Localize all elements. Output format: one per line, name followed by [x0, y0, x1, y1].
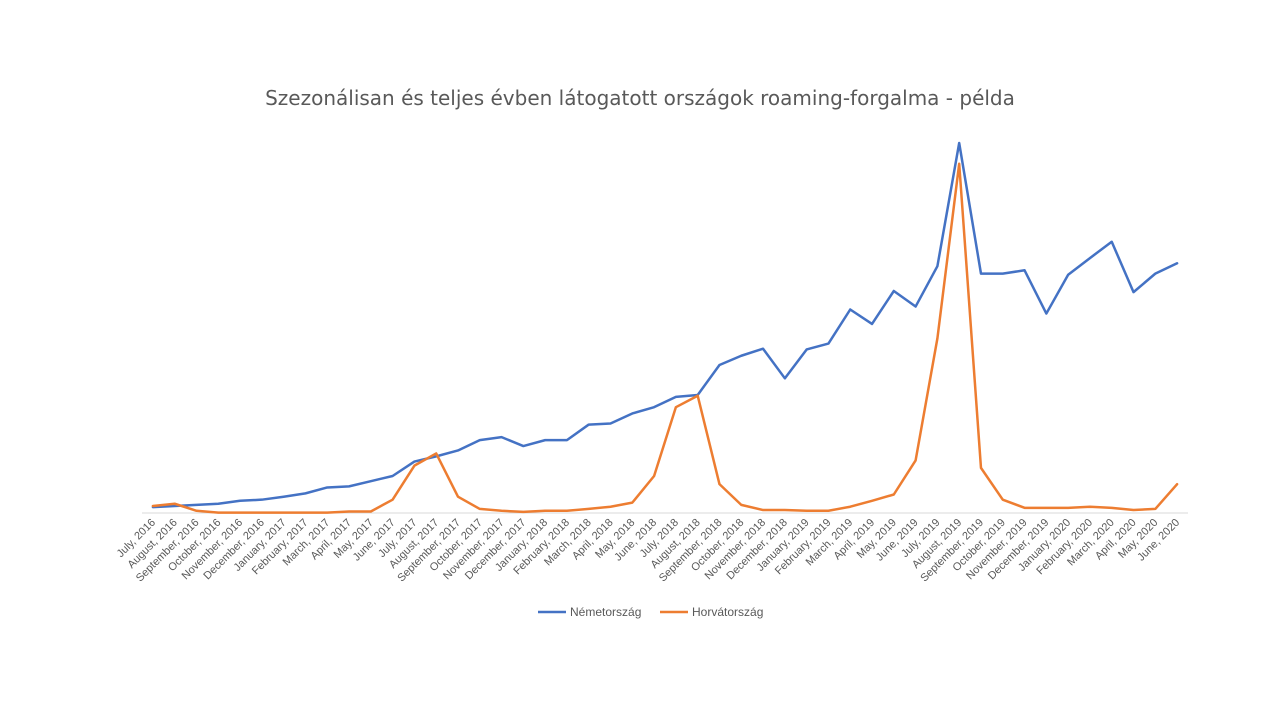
legend: Németország Horvátország	[538, 605, 763, 619]
series-line-1	[151, 162, 1179, 514]
chart-title: Szezonálisan és teljes évben látogatott …	[265, 86, 1015, 110]
series-line-0	[151, 141, 1179, 509]
legend-label-1: Horvátország	[692, 605, 763, 619]
series-lines	[151, 141, 1179, 514]
legend-label-0: Németország	[570, 605, 641, 619]
